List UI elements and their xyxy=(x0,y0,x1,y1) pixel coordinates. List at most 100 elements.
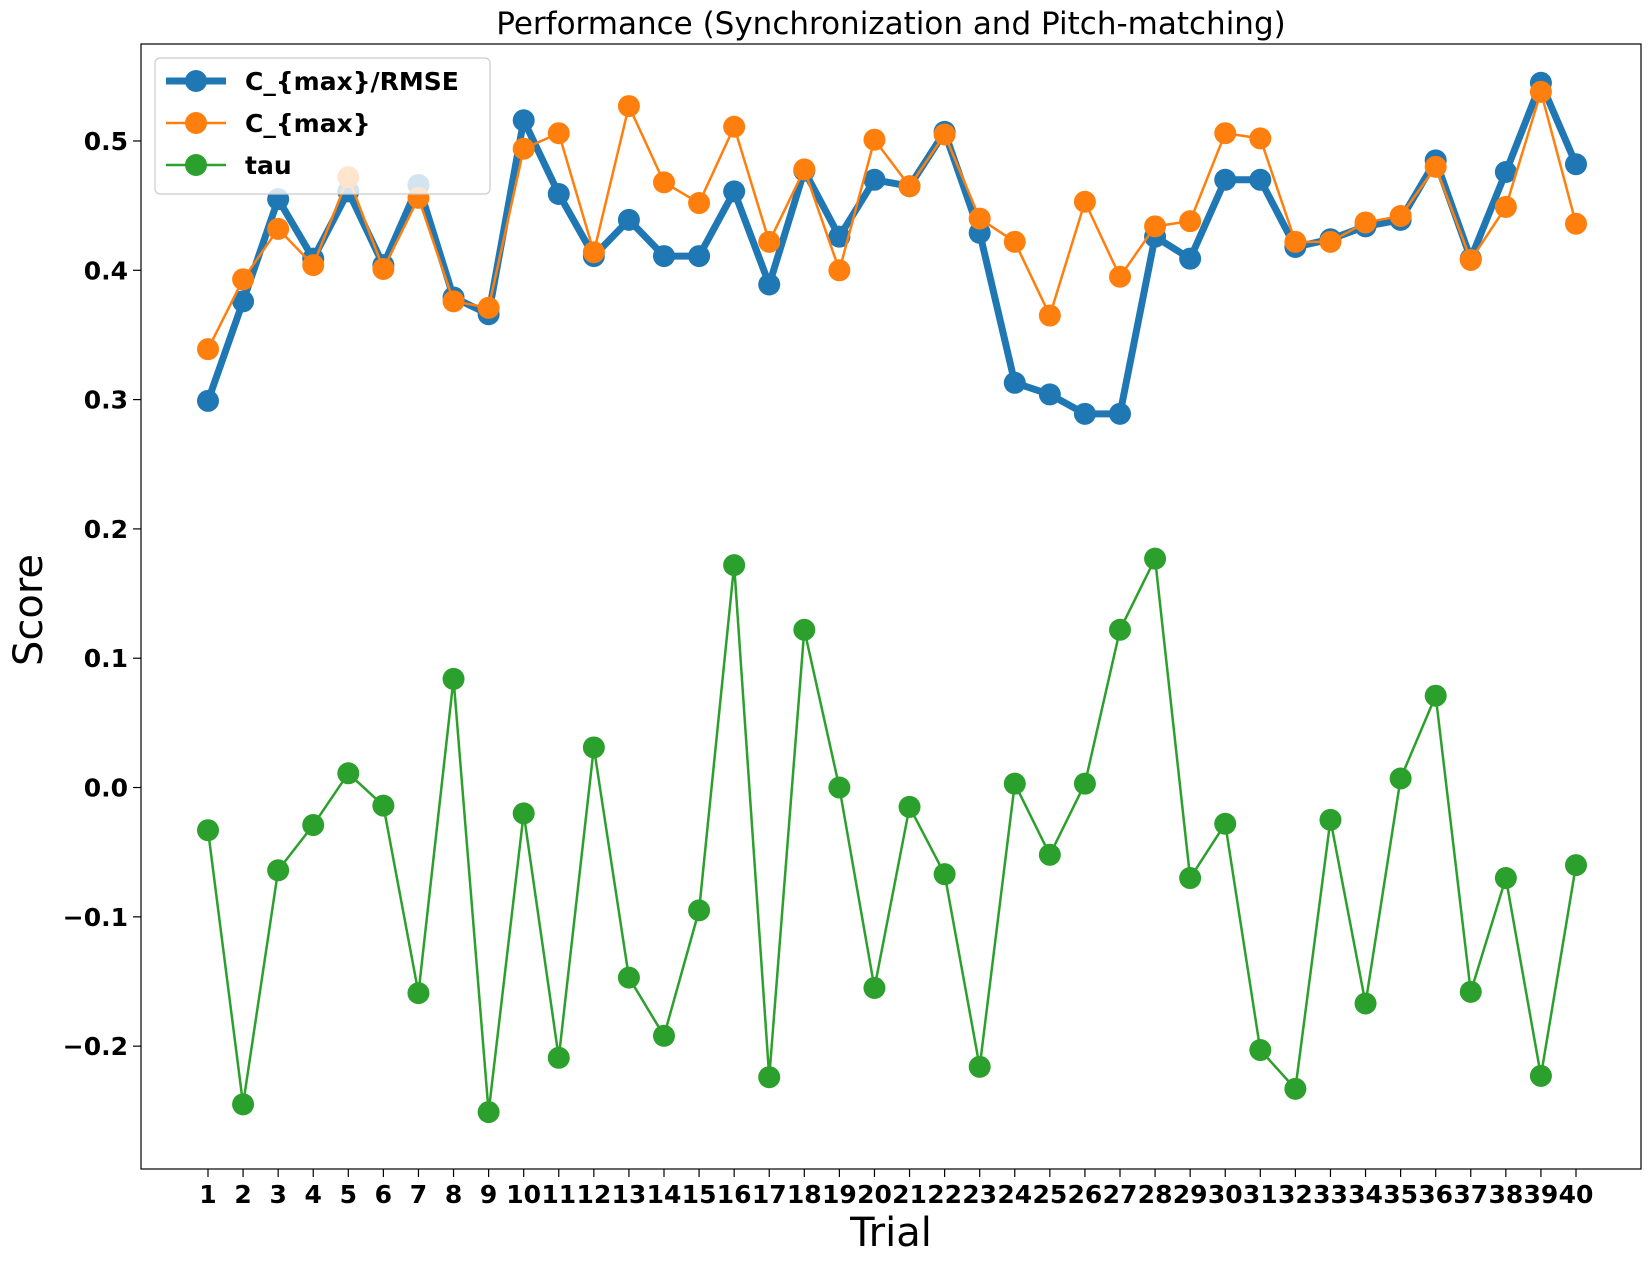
y-axis: −0.2 −0.1 0.0 0.1 0.2 0.3 0.4 0.5 xyxy=(63,127,141,1061)
series-layer xyxy=(197,71,1587,1124)
x-tick-label: 24 xyxy=(997,1180,1032,1209)
x-tick-label: 15 xyxy=(682,1180,717,1209)
x-tick-label: 40 xyxy=(1559,1180,1594,1209)
data-point xyxy=(477,296,500,319)
data-point xyxy=(688,192,711,215)
data-point xyxy=(1494,161,1517,184)
data-point xyxy=(1424,684,1447,707)
data-point xyxy=(1389,767,1412,790)
data-point xyxy=(512,802,535,825)
data-point xyxy=(1214,122,1237,145)
data-point xyxy=(863,168,886,191)
data-point xyxy=(898,175,921,198)
x-tick-label: 23 xyxy=(962,1180,997,1209)
data-point xyxy=(617,966,640,989)
data-point xyxy=(302,814,325,837)
x-tick-label: 35 xyxy=(1383,1180,1418,1209)
x-tick-label: 22 xyxy=(927,1180,962,1209)
x-tick-label: 26 xyxy=(1068,1180,1103,1209)
legend-marker xyxy=(185,154,207,176)
data-point xyxy=(723,554,746,577)
data-point xyxy=(758,273,781,296)
x-tick-label: 3 xyxy=(269,1180,286,1209)
data-point xyxy=(1073,772,1096,795)
data-point xyxy=(477,1101,500,1124)
data-point xyxy=(968,207,991,230)
data-point xyxy=(1565,212,1587,235)
data-point xyxy=(232,268,255,291)
data-point xyxy=(302,254,325,277)
y-tick-label: 0.0 xyxy=(84,774,128,803)
series-line xyxy=(206,557,1578,1114)
data-point xyxy=(828,776,851,799)
data-point xyxy=(442,667,465,690)
data-point xyxy=(1038,304,1061,327)
y-tick-label: 0.5 xyxy=(84,127,128,156)
data-point xyxy=(1003,772,1026,795)
data-point xyxy=(688,245,711,268)
legend-marker xyxy=(185,112,207,134)
x-tick-label: 9 xyxy=(480,1180,497,1209)
x-tick-label: 30 xyxy=(1208,1180,1243,1209)
data-point xyxy=(1214,168,1237,191)
x-tick-label: 31 xyxy=(1243,1180,1278,1209)
x-tick-label: 1 xyxy=(199,1180,216,1209)
x-tick-label: 37 xyxy=(1453,1180,1488,1209)
data-point xyxy=(1179,867,1202,890)
data-point xyxy=(582,241,605,264)
x-tick-label: 20 xyxy=(857,1180,892,1209)
x-tick-label: 39 xyxy=(1524,1180,1559,1209)
data-point xyxy=(1038,843,1061,866)
data-point xyxy=(372,794,395,817)
data-point xyxy=(653,171,675,194)
data-point xyxy=(1214,812,1237,835)
data-point xyxy=(1459,248,1482,271)
legend-box xyxy=(154,57,491,195)
data-point xyxy=(1179,210,1202,233)
legend-label: C_{max}/RMSE xyxy=(245,67,459,96)
data-point xyxy=(512,137,535,160)
y-tick-label: 0.1 xyxy=(84,644,128,673)
data-point xyxy=(863,128,886,151)
data-point xyxy=(688,899,711,922)
data-point xyxy=(863,976,886,999)
data-point xyxy=(828,259,851,282)
data-point xyxy=(1249,127,1272,150)
x-tick-label: 29 xyxy=(1173,1180,1208,1209)
x-tick-label: 14 xyxy=(647,1180,682,1209)
data-point xyxy=(1144,215,1167,238)
data-point xyxy=(1459,980,1482,1003)
data-point xyxy=(1284,230,1307,253)
data-point xyxy=(232,290,255,313)
data-point xyxy=(1038,383,1061,406)
data-point xyxy=(1179,247,1202,270)
x-tick-label: 28 xyxy=(1138,1180,1173,1209)
plot-area xyxy=(140,43,1642,1170)
x-tick-label: 5 xyxy=(340,1180,357,1209)
series-line xyxy=(206,90,1578,350)
data-point xyxy=(1284,1077,1307,1100)
x-tick-label: 7 xyxy=(410,1180,427,1209)
data-point xyxy=(898,795,921,818)
x-tick-label: 34 xyxy=(1348,1180,1383,1209)
data-point xyxy=(758,230,781,253)
x-tick-label: 10 xyxy=(506,1180,541,1209)
y-tick-label: 0.2 xyxy=(84,515,128,544)
x-tick-label: 13 xyxy=(612,1180,647,1209)
legend-marker xyxy=(185,70,207,92)
data-point xyxy=(582,736,605,759)
data-point xyxy=(1249,1039,1272,1062)
legend-entry: C_{max} xyxy=(166,109,371,138)
x-tick-label: 27 xyxy=(1103,1180,1138,1209)
data-point xyxy=(197,819,219,842)
x-tick-label: 17 xyxy=(752,1180,787,1209)
data-point xyxy=(1389,204,1412,227)
legend: C_{max}/RMSE C_{max}tau xyxy=(154,57,491,195)
data-point xyxy=(547,183,570,205)
x-tick-label: 25 xyxy=(1032,1180,1067,1209)
data-point xyxy=(267,859,290,882)
y-tick-label: −0.1 xyxy=(63,903,128,932)
data-point xyxy=(1354,211,1377,234)
series-1 xyxy=(197,80,1587,361)
data-point xyxy=(1003,371,1026,394)
